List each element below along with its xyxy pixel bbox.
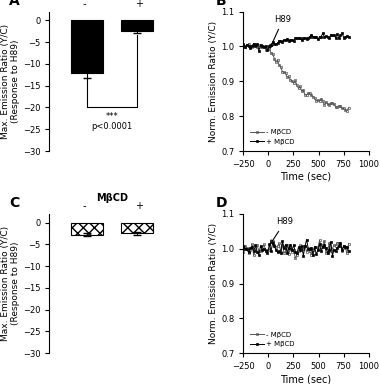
Y-axis label: Norm. Emission Ratio (Y/C): Norm. Emission Ratio (Y/C) xyxy=(209,21,218,142)
Bar xyxy=(71,222,103,235)
Y-axis label: Norm. Emission Ratio (Y/C): Norm. Emission Ratio (Y/C) xyxy=(209,223,218,344)
Text: C: C xyxy=(10,196,20,210)
- MβCD xyxy=(333,105,338,110)
+ MβCD xyxy=(335,246,340,250)
+ MβCD xyxy=(274,247,278,252)
X-axis label: Time (sec): Time (sec) xyxy=(280,172,332,182)
+ MβCD xyxy=(241,42,246,46)
- MβCD xyxy=(345,109,349,113)
Text: +: + xyxy=(136,0,144,9)
Y-axis label: Max. Emission Ratio (Y/C)
(Response to H89): Max. Emission Ratio (Y/C) (Response to H… xyxy=(0,226,20,341)
+ MβCD xyxy=(340,31,344,35)
- MβCD xyxy=(252,41,256,46)
+ MβCD xyxy=(333,35,338,40)
+ MβCD xyxy=(275,41,280,46)
+ MβCD xyxy=(346,35,351,39)
Bar xyxy=(121,20,153,31)
+ MβCD xyxy=(288,38,293,42)
+ MβCD xyxy=(343,35,348,39)
- MβCD xyxy=(342,106,346,111)
+ MβCD xyxy=(343,245,348,249)
Text: B: B xyxy=(216,0,226,8)
- MβCD xyxy=(293,256,298,261)
- MβCD xyxy=(287,252,291,256)
+ MβCD xyxy=(304,237,309,242)
Text: -: - xyxy=(83,201,86,211)
Text: H89: H89 xyxy=(271,217,293,243)
Text: D: D xyxy=(216,196,227,210)
+ MβCD xyxy=(298,36,302,41)
- MβCD xyxy=(241,43,246,48)
Text: A: A xyxy=(10,0,20,8)
- MβCD xyxy=(269,51,273,55)
- MβCD xyxy=(298,84,302,89)
Text: +: + xyxy=(136,201,144,211)
Legend: - MβCD, + MβCD: - MβCD, + MβCD xyxy=(247,329,297,350)
+ MβCD xyxy=(267,242,272,247)
Line: + MβCD: + MβCD xyxy=(242,32,350,52)
+ MβCD xyxy=(330,253,335,258)
+ MβCD xyxy=(287,246,291,250)
+ MβCD xyxy=(296,245,301,250)
- MβCD xyxy=(346,105,351,110)
Text: H89: H89 xyxy=(270,15,291,48)
- MβCD xyxy=(275,58,280,62)
+ MβCD xyxy=(241,244,246,249)
Text: ***
p<0.0001: *** p<0.0001 xyxy=(91,112,133,131)
X-axis label: Time (sec): Time (sec) xyxy=(280,374,332,384)
Legend: - MβCD, + MβCD: - MβCD, + MβCD xyxy=(247,126,297,147)
Bar xyxy=(71,20,103,73)
- MβCD xyxy=(335,240,340,245)
+ MβCD xyxy=(346,248,351,253)
- MβCD xyxy=(267,248,272,252)
+ MβCD xyxy=(256,49,261,53)
- MβCD xyxy=(317,238,322,243)
Y-axis label: Max. Emission Ratio (Y/C)
(Response to H89): Max. Emission Ratio (Y/C) (Response to H… xyxy=(0,24,20,139)
- MβCD xyxy=(241,249,246,254)
- MβCD xyxy=(288,78,293,82)
Text: -: - xyxy=(83,0,86,9)
Line: - MβCD: - MβCD xyxy=(242,239,350,260)
Text: MβCD: MβCD xyxy=(96,193,128,203)
+ MβCD xyxy=(269,42,273,47)
Line: - MβCD: - MβCD xyxy=(242,42,350,112)
- MβCD xyxy=(343,245,348,250)
Bar xyxy=(121,222,153,233)
Line: + MβCD: + MβCD xyxy=(242,238,350,257)
- MβCD xyxy=(346,242,351,246)
- MβCD xyxy=(298,243,302,248)
- MβCD xyxy=(274,245,278,250)
